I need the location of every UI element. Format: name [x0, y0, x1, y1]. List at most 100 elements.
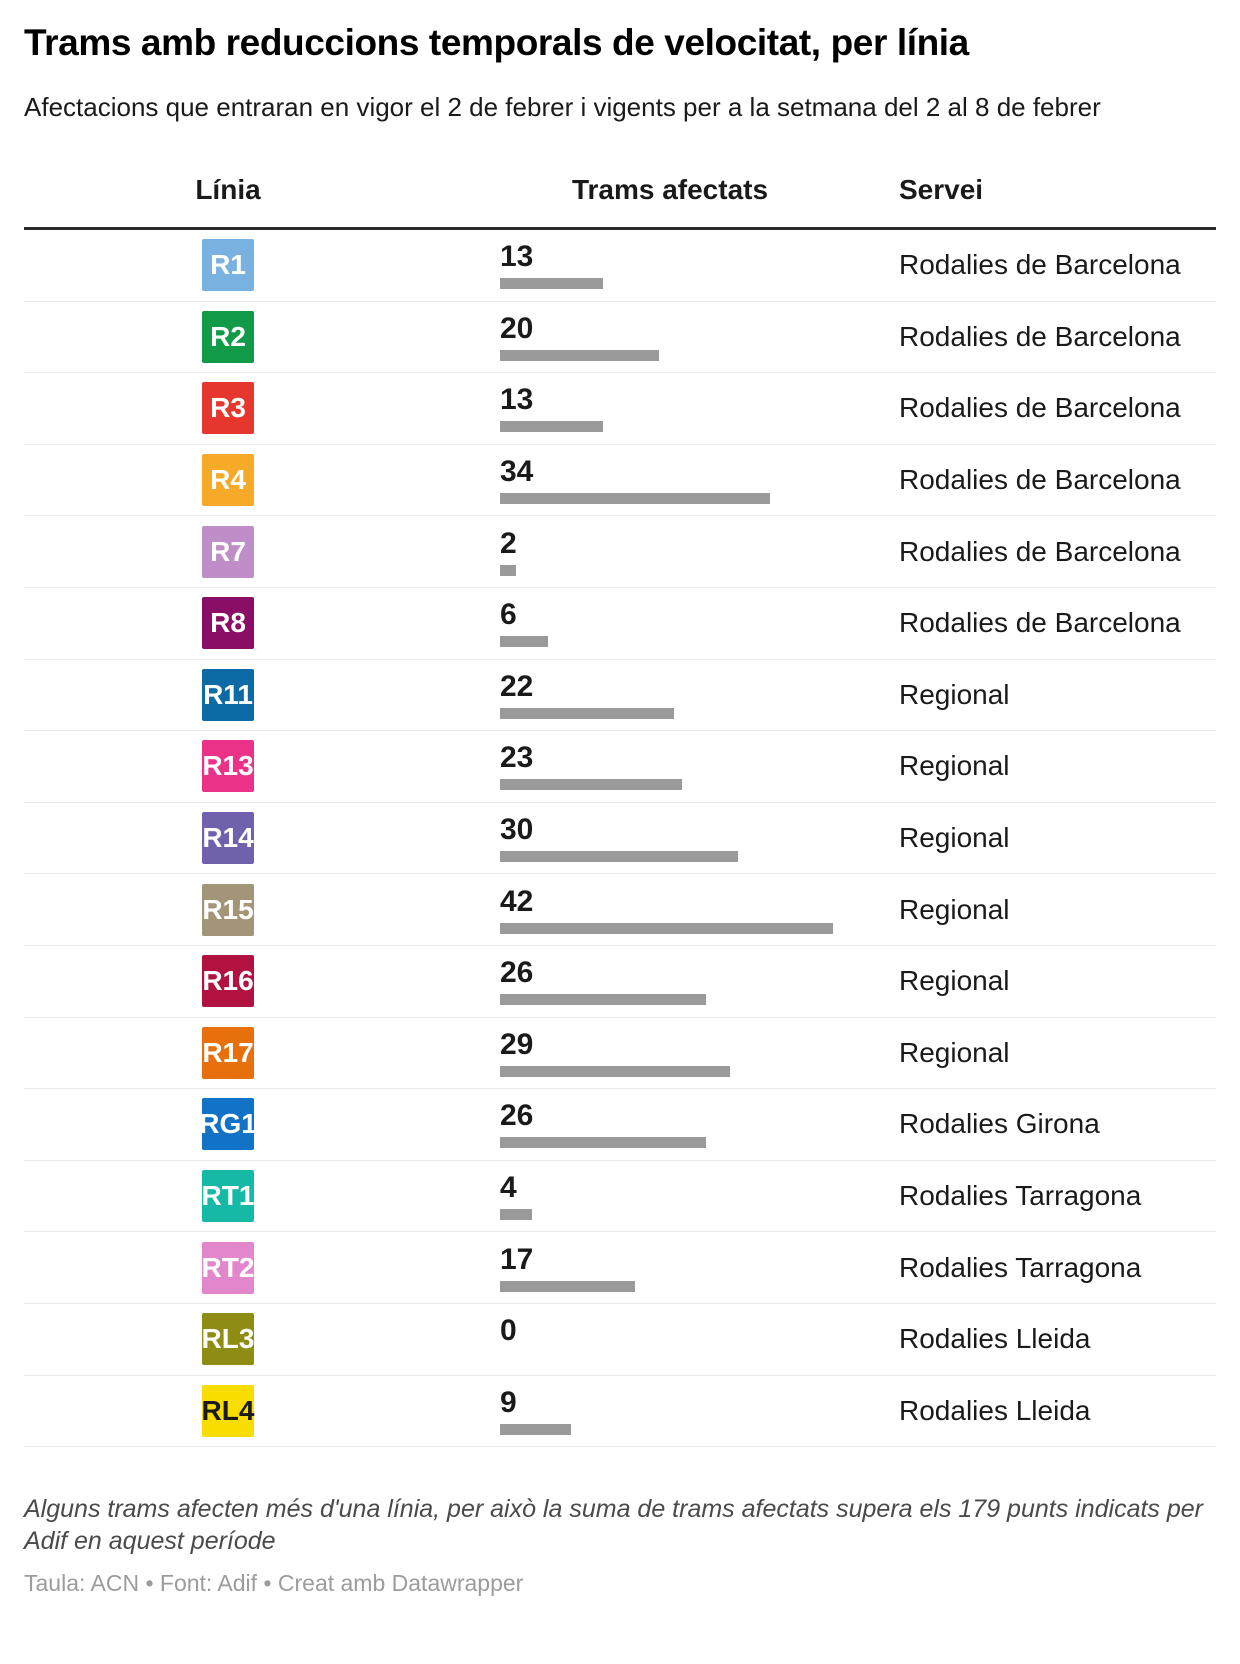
trams-bar: [500, 1423, 571, 1435]
trams-value: 17: [500, 1242, 534, 1276]
line-badge: RL3: [202, 1313, 254, 1366]
page-title: Trams amb reduccions temporals de veloci…: [24, 22, 969, 63]
line-cell: R2: [24, 310, 500, 363]
trams-bar: [500, 851, 738, 863]
table-row: RG1 26 Rodalies Girona: [24, 1089, 1216, 1161]
trams-value: 0: [500, 1314, 517, 1348]
trams-bar: [500, 1137, 706, 1149]
line-badge: R13: [202, 740, 254, 793]
service-label: Rodalies de Barcelona: [899, 535, 1181, 567]
trams-value: 13: [500, 383, 534, 417]
line-cell: R13: [24, 740, 500, 793]
trams-bar: [500, 421, 603, 433]
trams-cell: 0: [500, 1315, 899, 1363]
service-label: Regional: [899, 1036, 1010, 1068]
table-row: RL3 0 Rodalies Lleida: [24, 1304, 1216, 1376]
trams-bar: [500, 779, 682, 791]
trams-bar: [500, 493, 770, 505]
trams-value: 42: [500, 884, 534, 918]
table-header-row: Línia Trams afectats Servei: [24, 152, 1216, 230]
trams-bar: [500, 564, 516, 576]
trams-value: 9: [500, 1385, 517, 1419]
attribution-line: Taula: ACN • Font: Adif • Creat amb Data…: [24, 1570, 524, 1597]
column-header-trams: Trams afectats: [571, 173, 769, 205]
trams-cell: 6: [500, 598, 899, 648]
trams-cell: 4: [500, 1171, 899, 1221]
trams-value: 30: [500, 813, 534, 847]
line-badge: R14: [202, 812, 254, 865]
line-badge: R15: [202, 883, 254, 936]
trams-bar: [500, 278, 603, 290]
trams-value: 22: [500, 669, 534, 703]
table-row: R3 13 Rodalies de Barcelona: [24, 373, 1216, 445]
line-badge: RT1: [202, 1170, 254, 1223]
line-cell: RT2: [24, 1241, 500, 1294]
line-cell: R11: [24, 668, 500, 721]
table-row: RT2 17 Rodalies Tarragona: [24, 1232, 1216, 1304]
trams-bar: [500, 922, 833, 934]
trams-bar: [500, 994, 706, 1006]
trams-value: 29: [500, 1027, 534, 1061]
column-header-linia: Línia: [195, 173, 261, 205]
line-badge: R2: [202, 310, 254, 363]
line-cell: RL4: [24, 1384, 500, 1437]
line-badge: RL4: [202, 1384, 254, 1437]
service-label: Rodalies Lleida: [899, 1323, 1091, 1355]
line-badge: R11: [202, 668, 254, 721]
trams-value: 20: [500, 311, 534, 345]
trams-value: 4: [500, 1171, 517, 1205]
table-row: R7 2 Rodalies de Barcelona: [24, 516, 1216, 588]
trams-cell: 29: [500, 1027, 899, 1077]
trams-cell: 9: [500, 1385, 899, 1435]
line-badge: R4: [202, 454, 254, 507]
trams-cell: 20: [500, 311, 899, 361]
trams-cell: 2: [500, 527, 899, 576]
line-cell: R1: [24, 239, 500, 292]
line-badge: R17: [202, 1026, 254, 1079]
trams-cell: 22: [500, 669, 899, 719]
trams-cell: 34: [500, 455, 899, 505]
table-row: R4 34 Rodalies de Barcelona: [24, 445, 1216, 517]
table-row: R11 22 Regional: [24, 660, 1216, 732]
table-row: R14 30 Regional: [24, 803, 1216, 875]
service-label: Rodalies Tarragona: [899, 1251, 1142, 1283]
service-label: Rodalies de Barcelona: [899, 607, 1181, 639]
trams-value: 26: [500, 956, 534, 990]
line-cell: R15: [24, 883, 500, 936]
service-label: Rodalies Tarragona: [899, 1180, 1142, 1212]
table-body: R1 13 Rodalies de Barcelona R2 20 Rodali…: [24, 230, 1216, 1448]
service-label: Rodalies de Barcelona: [899, 249, 1181, 281]
trams-cell: 26: [500, 1099, 899, 1149]
trams-cell: 42: [500, 884, 899, 934]
line-badge: R3: [202, 382, 254, 435]
line-cell: R8: [24, 597, 500, 650]
service-label: Regional: [899, 822, 1010, 854]
trams-value: 13: [500, 240, 534, 274]
table-row: R15 42 Regional: [24, 874, 1216, 946]
table-row: R1 13 Rodalies de Barcelona: [24, 230, 1216, 302]
line-cell: RG1: [24, 1098, 500, 1151]
column-header-servei: Servei: [899, 173, 984, 205]
trams-bar: [500, 707, 674, 719]
trams-cell: 13: [500, 383, 899, 433]
trams-bar: [500, 1065, 730, 1077]
line-cell: RL3: [24, 1313, 500, 1366]
trams-value: 26: [500, 1099, 534, 1133]
trams-cell: 26: [500, 956, 899, 1006]
line-badge: R1: [202, 239, 254, 292]
line-badge: R16: [202, 955, 254, 1008]
trams-bar: [500, 1280, 635, 1292]
trams-value: 34: [500, 455, 534, 489]
table-row: R17 29 Regional: [24, 1018, 1216, 1090]
table-row: R13 23 Regional: [24, 731, 1216, 803]
line-cell: R3: [24, 382, 500, 435]
trams-value: 23: [500, 741, 534, 775]
trams-cell: 30: [500, 813, 899, 863]
trams-value: 6: [500, 598, 517, 632]
table-row: R16 26 Regional: [24, 946, 1216, 1018]
line-cell: R7: [24, 525, 500, 578]
line-cell: R17: [24, 1026, 500, 1079]
line-badge: R8: [202, 597, 254, 650]
line-cell: R4: [24, 454, 500, 507]
table-row: R8 6 Rodalies de Barcelona: [24, 588, 1216, 660]
